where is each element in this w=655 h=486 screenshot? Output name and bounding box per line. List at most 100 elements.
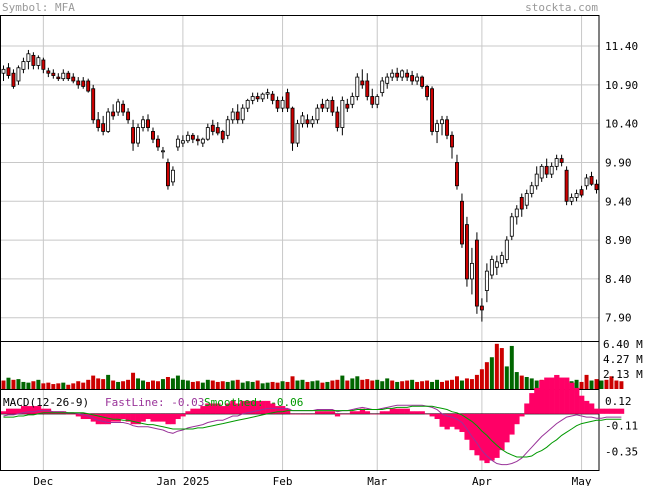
candle [36,55,41,70]
macd-label: MACD(12-26-9) [3,396,89,409]
candle [200,137,205,147]
candle [574,189,579,202]
volume-bar [6,377,11,389]
volume-bar [260,383,265,389]
macd-hist-bar [379,411,386,414]
volume-bar [524,377,529,389]
macd-hist-bar [304,413,311,415]
macd-hist-bar [334,413,341,417]
candle [280,96,285,113]
price-tick-label: 9.90 [605,156,632,169]
macd-hist-bar [354,411,361,414]
volume-bar [225,381,230,389]
macd-hist-bar [579,395,585,414]
macd-hist-bar [70,413,77,415]
volume-bar [454,376,459,389]
volume-bar [46,382,51,389]
volume-bar [36,379,41,389]
macd-hist-bar [215,403,221,414]
volume-bar [579,381,584,389]
volume-bar [609,376,614,389]
volume-bar [155,381,160,389]
candle [539,164,544,182]
candle [579,185,584,198]
macd-hist-bar [155,413,161,422]
volume-bar [604,379,609,389]
candle [534,166,539,190]
volume-bar [330,380,335,389]
price-tick-label: 7.90 [605,312,632,325]
candle [410,70,415,85]
macd-hist-bar [569,382,575,414]
volume-bar [370,380,375,389]
candle [529,181,534,198]
volume-bar [614,380,619,389]
volume-bar [390,380,395,389]
candle [375,94,380,109]
macd-hist-bar [484,413,490,464]
candle [116,98,121,116]
panel-frame [0,341,600,390]
candle [126,108,131,124]
volume-bar [469,379,474,389]
volume-bar [265,382,270,389]
candle [494,255,499,276]
macd-hist-bar [494,413,500,458]
candle [56,73,61,81]
volume-bar [360,379,365,389]
macd-hist-bar [235,403,241,414]
macd-hist-bar [20,406,27,414]
candle [569,193,574,206]
macd-hist-bar [469,413,475,451]
candle [195,135,200,146]
macd-hist-bar [409,411,415,414]
macd-hist-bar [319,411,326,414]
volume-bar [16,379,21,389]
candle [559,154,564,167]
volume-bar [504,366,509,389]
candle [225,115,230,140]
macd-hist-bar [394,408,400,414]
candle [479,298,484,322]
macd-hist-bar [389,408,395,414]
candle [330,96,335,116]
candle [61,69,66,81]
macd-hist-bar [584,400,590,414]
macd-hist-bar [603,408,610,414]
volume-bar [459,380,464,389]
volume-bar [320,382,325,389]
candle [415,73,420,85]
candle [460,193,464,248]
macd-hist-bar [150,413,156,422]
price-tick-label: 11.40 [605,40,638,53]
volume-tick-label: 4.27 M [603,353,643,366]
volume-bar [255,380,260,389]
volume-bar [66,384,71,389]
volume-bar [509,345,514,389]
volume-bar [340,375,345,389]
volume-bar [430,381,435,389]
macd-hist-bar [479,413,485,461]
volume-bar [529,378,534,389]
macd-hist-bar [65,413,72,415]
macd-hist-bar [613,408,620,414]
candle [220,129,225,144]
candle [554,154,559,171]
volume-bar [599,380,604,389]
candle [584,174,589,190]
macd-hist-bar [404,408,410,414]
macd-tick-label: 0.12 [605,395,632,408]
candle [205,123,210,141]
volume-bar [11,379,16,389]
volume-bar [245,381,250,389]
macd-hist-bar [115,413,121,422]
candle [275,96,280,113]
volume-bars [1,343,624,389]
candle [96,112,101,132]
candle [41,57,46,74]
macd-hist-bar [45,408,52,414]
candle [445,115,449,140]
volume-bar [355,376,360,389]
volume-bar [210,380,215,389]
